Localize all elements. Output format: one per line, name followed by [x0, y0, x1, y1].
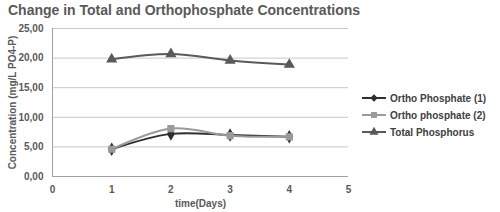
svg-text:5: 5: [346, 184, 352, 195]
html-text:Change in Total and Orthophosp: Change in Total and Orthophosphate Conce…: [8, 2, 361, 18]
svg-text:10,00: 10,00: [18, 112, 43, 123]
svg-text:0: 0: [50, 184, 56, 195]
svg-text:3: 3: [227, 184, 233, 195]
svg-text:15,00: 15,00: [18, 82, 43, 93]
svg-text:0,00: 0,00: [24, 171, 44, 182]
svg-text:20,00: 20,00: [18, 52, 43, 63]
svg-text:1: 1: [109, 184, 115, 195]
html-text:Ortho Phosphate (1): Ortho Phosphate (1): [390, 92, 487, 104]
svg-text:4: 4: [287, 184, 293, 195]
svg-text:time(Days): time(Days): [175, 198, 226, 209]
html-text:Ortho phosphate (2): Ortho phosphate (2): [390, 109, 486, 121]
svg-text:2: 2: [168, 184, 174, 195]
svg-text:5,00: 5,00: [24, 141, 44, 152]
html-text:Total Phosphorus: Total Phosphorus: [390, 126, 475, 138]
svg-text:25,00: 25,00: [18, 23, 43, 34]
svg-text:Concentration (mg/L PO4-P): Concentration (mg/L PO4-P): [7, 36, 18, 170]
